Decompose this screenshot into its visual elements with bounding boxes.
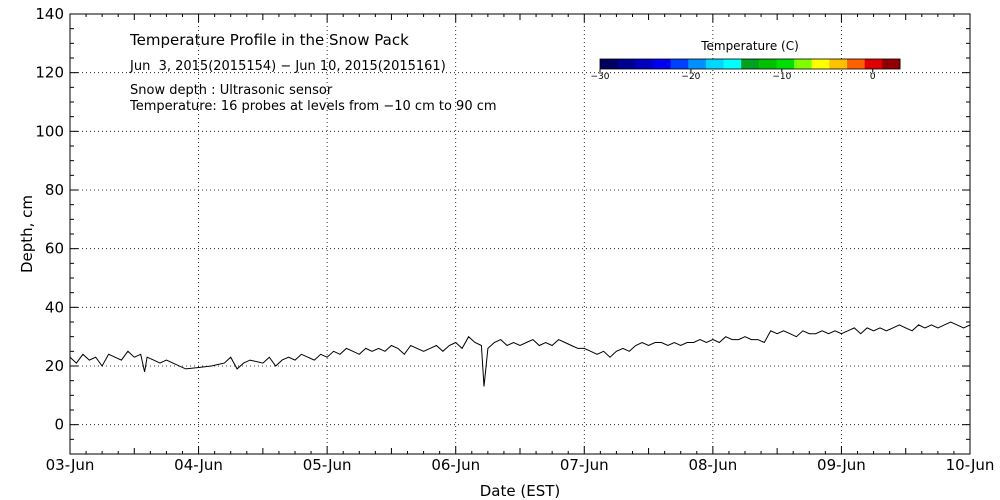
- annotation-temperature: Temperature: 16 probes at levels from −1…: [129, 99, 497, 114]
- colorbar-tick-label: −20: [681, 72, 700, 82]
- chart-subtitle: Jun 3, 2015(2015154) − Jun 10, 2015(2015…: [129, 59, 446, 74]
- snow-depth-line: [69, 321, 971, 387]
- x-axis-title: Date (EST): [480, 482, 561, 500]
- x-tick-label: 10-Jun: [946, 456, 995, 474]
- colorbar-segment: [776, 59, 795, 69]
- colorbar-segment: [617, 59, 636, 69]
- x-tick-label: 07-Jun: [560, 456, 609, 474]
- colorbar-tick-label: −30: [591, 72, 610, 82]
- y-tick-label: 140: [35, 5, 64, 23]
- colorbar-segment: [794, 59, 813, 69]
- colorbar-frame: [599, 58, 901, 70]
- colorbar-title: Temperature (C): [700, 39, 799, 53]
- x-tick-label: 05-Jun: [303, 456, 352, 474]
- colorbar-tick-label: 0: [870, 72, 876, 82]
- colorbar-segment: [864, 59, 883, 69]
- colorbar-segment: [600, 59, 619, 69]
- colorbar-segment: [758, 59, 777, 69]
- y-tick-label: 60: [45, 240, 64, 258]
- y-tick-label: 100: [35, 122, 64, 140]
- y-tick-label: 80: [45, 181, 64, 199]
- y-tick-label: 40: [45, 298, 64, 316]
- colorbar-segment: [723, 59, 742, 69]
- x-tick-label: 08-Jun: [688, 456, 737, 474]
- colorbar-segment: [882, 59, 901, 69]
- x-tick-label: 06-Jun: [431, 456, 480, 474]
- colorbar-segment: [635, 59, 654, 69]
- colorbar-segment: [741, 59, 760, 69]
- y-tick-label: 0: [54, 416, 64, 434]
- colorbar-segment: [811, 59, 830, 69]
- series-layer: [69, 321, 971, 387]
- colorbar-segment: [688, 59, 707, 69]
- annotation-snow-depth: Snow depth : Ultrasonic sensor: [130, 83, 333, 98]
- grid-layer: [70, 14, 970, 454]
- y-tick-label: 20: [45, 357, 64, 375]
- temperature-colorbar: −30 −20 −10 0: [591, 58, 901, 82]
- colorbar-segment: [705, 59, 725, 69]
- colorbar-segment: [829, 59, 848, 69]
- ticks-layer: 03-Jun 04-Jun 05-Jun 06-Jun 07-Jun 08-Jun 09-J…: [35, 5, 994, 474]
- colorbar-tick-label: −10: [772, 72, 791, 82]
- x-tick-label: 09-Jun: [817, 456, 866, 474]
- x-tick-label: 03-Jun: [46, 456, 95, 474]
- colorbar-segment: [847, 59, 866, 69]
- colorbar-segment: [652, 59, 672, 69]
- y-axis-title: Depth, cm: [18, 195, 36, 273]
- x-tick-label: 04-Jun: [174, 456, 223, 474]
- y-tick-label: 120: [35, 64, 64, 82]
- plot-frame: [69, 13, 971, 455]
- colorbar-segment: [670, 59, 689, 69]
- chart-title: Temperature Profile in the Snow Pack: [129, 31, 409, 49]
